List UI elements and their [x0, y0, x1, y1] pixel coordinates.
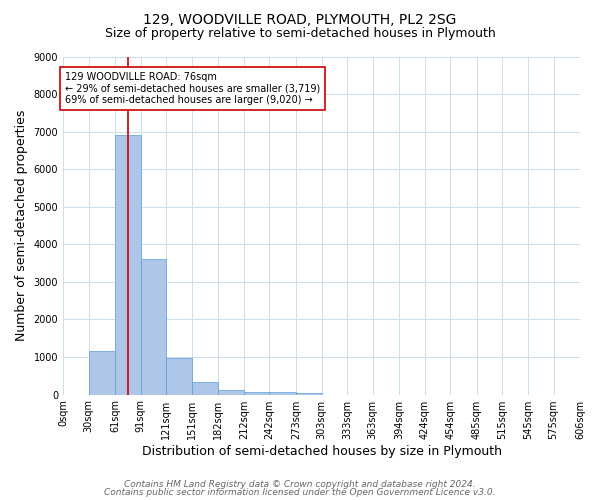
Bar — [115, 136, 140, 394]
Text: 129 WOODVILLE ROAD: 76sqm
← 29% of semi-detached houses are smaller (3,719)
69% : 129 WOODVILLE ROAD: 76sqm ← 29% of semi-… — [65, 72, 320, 104]
Bar — [140, 260, 166, 394]
Text: Contains HM Land Registry data © Crown copyright and database right 2024.: Contains HM Land Registry data © Crown c… — [124, 480, 476, 489]
Bar — [269, 392, 296, 394]
Bar — [244, 392, 269, 394]
X-axis label: Distribution of semi-detached houses by size in Plymouth: Distribution of semi-detached houses by … — [142, 444, 502, 458]
Bar — [218, 390, 244, 394]
Bar — [296, 392, 322, 394]
Y-axis label: Number of semi-detached properties: Number of semi-detached properties — [15, 110, 28, 341]
Bar — [89, 352, 115, 395]
Text: Size of property relative to semi-detached houses in Plymouth: Size of property relative to semi-detach… — [104, 28, 496, 40]
Bar — [192, 382, 218, 394]
Text: 129, WOODVILLE ROAD, PLYMOUTH, PL2 2SG: 129, WOODVILLE ROAD, PLYMOUTH, PL2 2SG — [143, 12, 457, 26]
Bar — [166, 358, 192, 395]
Text: Contains public sector information licensed under the Open Government Licence v3: Contains public sector information licen… — [104, 488, 496, 497]
